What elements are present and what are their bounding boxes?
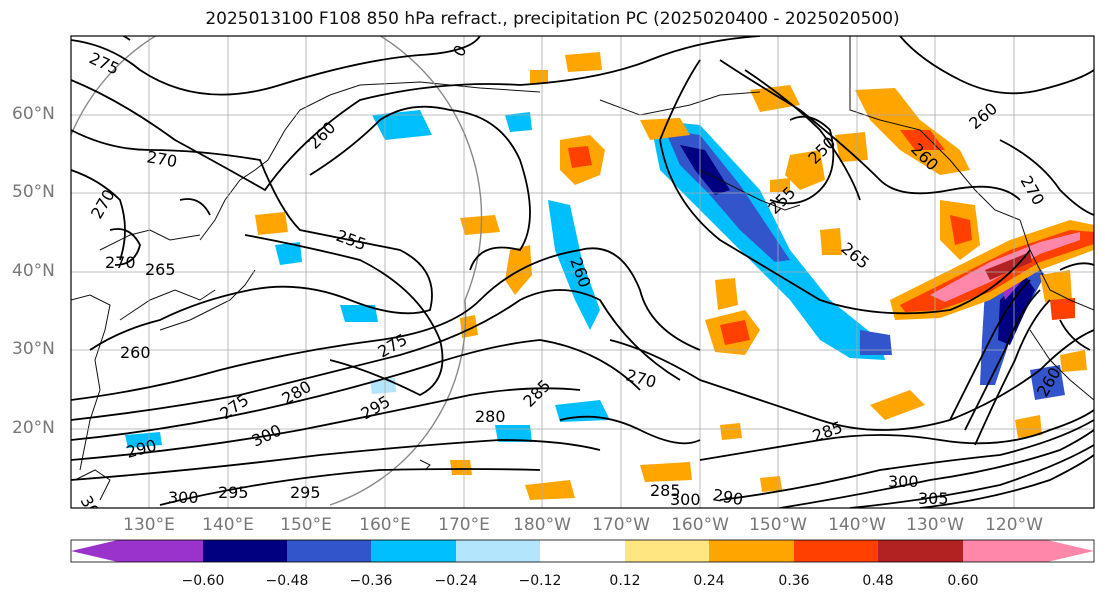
lon-label: 170°E <box>438 515 490 535</box>
contour-label: 270 <box>105 253 136 272</box>
contour-label: 260 <box>120 343 151 362</box>
lon-label: 140°W <box>828 515 886 535</box>
refractivity-contours <box>71 36 1094 508</box>
lat-label: 30°N <box>12 339 55 359</box>
colorbar-tick-label: 0.36 <box>778 573 810 589</box>
colorbar-cell <box>709 540 794 562</box>
contour-label: 300 <box>888 472 919 491</box>
lon-label: 150°E <box>280 515 332 535</box>
colorbar-tick-label: −0.48 <box>265 573 309 589</box>
colorbar-cell <box>287 540 371 562</box>
colorbar-cell <box>540 540 625 562</box>
lat-label: 20°N <box>12 418 55 438</box>
colorbar-tick-label: 0.24 <box>693 573 725 589</box>
precipitation-shading <box>125 52 1094 500</box>
range-circle <box>71 36 483 506</box>
contour-label: 300 <box>168 488 199 507</box>
colorbar-tick-label: 0.12 <box>609 573 641 589</box>
lat-label: 50°N <box>12 182 55 202</box>
contour-label: 285 <box>650 481 681 500</box>
contour-label: 295 <box>218 483 249 502</box>
lat-label: 60°N <box>12 104 55 124</box>
contour-label: 295 <box>290 483 321 502</box>
colorbar-cell <box>203 540 287 562</box>
colorbar-cell <box>456 540 540 562</box>
colorbar-cell <box>625 540 709 562</box>
colorbar-cell <box>118 540 203 562</box>
lon-label: 170°W <box>592 515 650 535</box>
contour-label: 265 <box>145 260 176 279</box>
lon-label: 120°W <box>985 515 1043 535</box>
lon-label: 130°W <box>906 515 964 535</box>
colorbar-cell <box>963 540 1047 562</box>
lon-label: 180°W <box>513 515 571 535</box>
colorbar-tick-label: 0.48 <box>862 573 894 589</box>
colorbar <box>70 539 1095 563</box>
lon-label: 130°E <box>123 515 175 535</box>
colorbar-cell <box>794 540 878 562</box>
colorbar-cell <box>371 540 456 562</box>
colorbar-tick-label: 0.60 <box>947 573 979 589</box>
contour-label: 290 <box>711 485 744 509</box>
colorbar-tick-label: −0.24 <box>434 573 478 589</box>
lon-label: 150°W <box>749 515 807 535</box>
contour-label: 305 <box>918 489 949 508</box>
colorbar-cell <box>878 540 963 562</box>
colorbar-tick-label: −0.36 <box>349 573 393 589</box>
contour-label: 280 <box>475 407 506 426</box>
colorbar-tick-label: −0.12 <box>518 573 562 589</box>
map-title: 2025013100 F108 850 hPa refract., precip… <box>205 9 900 29</box>
colorbar-tick-label: −0.60 <box>181 573 225 589</box>
coastlines <box>71 36 1094 501</box>
colorbar-extend-right <box>1047 540 1094 562</box>
lon-label: 160°E <box>359 515 411 535</box>
contour-label: 300 <box>670 490 701 509</box>
map-frame <box>70 35 1095 509</box>
lat-label: 40°N <box>12 261 55 281</box>
colorbar-extend-left <box>71 540 118 562</box>
lon-label: 160°W <box>671 515 729 535</box>
lon-label: 140°E <box>202 515 254 535</box>
